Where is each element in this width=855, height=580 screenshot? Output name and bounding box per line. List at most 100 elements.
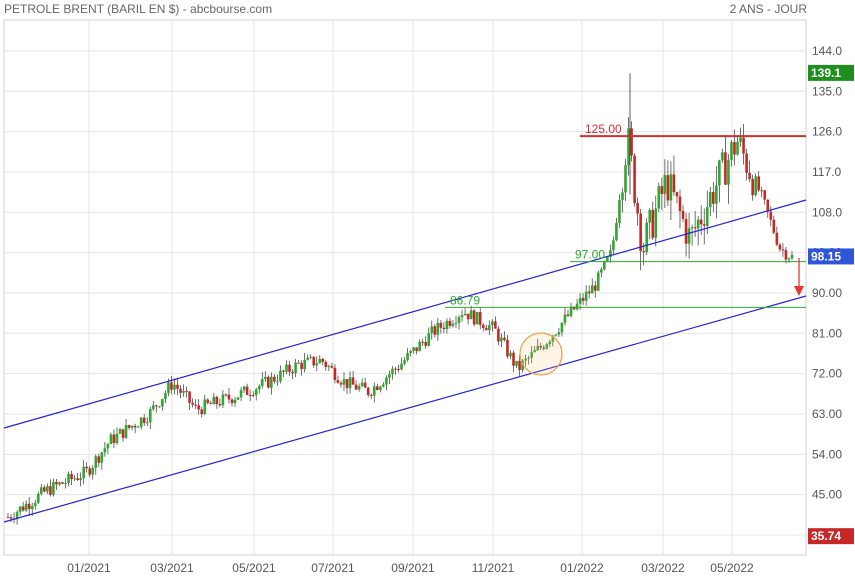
candle-body <box>209 402 213 405</box>
level-label: 125.00 <box>585 122 622 136</box>
candle-body <box>21 506 25 511</box>
candle-body <box>400 363 403 370</box>
candle-body <box>518 360 521 370</box>
candle-body <box>285 364 288 372</box>
candle-body <box>282 370 285 372</box>
candle-body <box>369 395 373 397</box>
level-label: 86.79 <box>450 293 480 307</box>
candle-body <box>52 481 55 495</box>
candle-body <box>227 394 231 400</box>
candle-body <box>300 363 303 370</box>
x-tick-label: 01/2022 <box>560 561 604 575</box>
candle-body <box>182 390 185 393</box>
candle-body <box>121 429 125 438</box>
x-tick-label: 03/2022 <box>641 561 685 575</box>
candle-body <box>533 350 537 353</box>
candle-body <box>336 380 340 383</box>
candle-body <box>6 517 10 519</box>
candle-body <box>636 202 639 214</box>
candle-body <box>267 376 270 388</box>
y-tick-label: 126.0 <box>812 125 842 139</box>
candle-body <box>348 377 352 389</box>
candle-body <box>100 452 104 463</box>
candle-body <box>91 467 95 475</box>
candle-body <box>745 153 748 173</box>
candle-body <box>36 493 40 503</box>
candle-body <box>233 399 237 404</box>
candle-body <box>663 175 667 195</box>
price-badge-label: 35.74 <box>811 529 841 543</box>
candle-body <box>445 320 449 330</box>
candle-body <box>436 322 440 335</box>
candle-body <box>418 341 421 352</box>
price-badge <box>808 528 854 545</box>
candle-body <box>672 174 676 193</box>
candle-body <box>757 176 761 191</box>
y-tick-label: 72.00 <box>812 367 842 381</box>
candle-body <box>454 322 458 324</box>
candle-body <box>733 142 736 155</box>
candle-body <box>133 425 137 428</box>
candle-body <box>351 377 355 385</box>
candle-body <box>572 306 576 310</box>
candle-body <box>324 361 328 367</box>
candle-body <box>221 394 225 406</box>
candle-body <box>430 326 434 334</box>
candle-body <box>739 137 742 142</box>
candle-body <box>70 473 73 480</box>
candle-body <box>681 210 685 219</box>
candle-body <box>545 343 549 349</box>
candle-body <box>345 379 349 389</box>
candle-body <box>73 478 76 480</box>
candle-body <box>142 417 146 423</box>
candle-body <box>557 332 561 335</box>
candle-body <box>257 385 261 390</box>
candle-body <box>708 191 712 208</box>
candle-body <box>276 381 279 383</box>
y-tick-label: 108.0 <box>812 205 842 219</box>
y-tick-label: 135.0 <box>812 84 842 98</box>
candle-body <box>158 406 161 408</box>
candle-body <box>790 254 794 259</box>
candle-body <box>342 379 346 385</box>
candle-body <box>421 341 425 343</box>
candle-body <box>497 328 500 342</box>
candle-body <box>566 314 570 316</box>
candle-body <box>581 298 585 301</box>
candle-body <box>379 386 382 391</box>
candle-body <box>263 376 267 379</box>
y-tick-label: 144.0 <box>812 44 842 58</box>
candle-body <box>481 324 485 329</box>
candle-body <box>494 321 497 329</box>
candle-body <box>751 178 754 196</box>
candle-body <box>236 397 240 400</box>
candle-body <box>448 320 452 326</box>
x-tick-label: 05/2022 <box>710 561 754 575</box>
candle-body <box>385 377 388 385</box>
y-tick-label: 63.00 <box>812 407 842 421</box>
candle-body <box>451 323 455 326</box>
candle-body <box>191 402 194 405</box>
candle-body <box>530 352 533 358</box>
candle-body <box>763 190 767 200</box>
candle-body <box>254 389 258 396</box>
candle-body <box>366 387 370 396</box>
candle-body <box>9 517 13 519</box>
y-tick-label: 45.00 <box>812 488 842 502</box>
candle-body <box>427 333 431 346</box>
candle-body <box>79 478 82 481</box>
candle-body <box>781 249 785 251</box>
candle-body <box>693 227 697 229</box>
candle-body <box>599 269 603 273</box>
candle-body <box>563 314 567 323</box>
candle-body <box>718 160 721 186</box>
candle-body <box>85 466 89 469</box>
candle-body <box>173 384 176 390</box>
price-badge <box>808 64 854 81</box>
candle-body <box>179 388 182 393</box>
candle-body <box>248 394 252 396</box>
candle-body <box>303 359 306 370</box>
candle-body <box>170 382 173 390</box>
candle-body <box>742 137 745 154</box>
